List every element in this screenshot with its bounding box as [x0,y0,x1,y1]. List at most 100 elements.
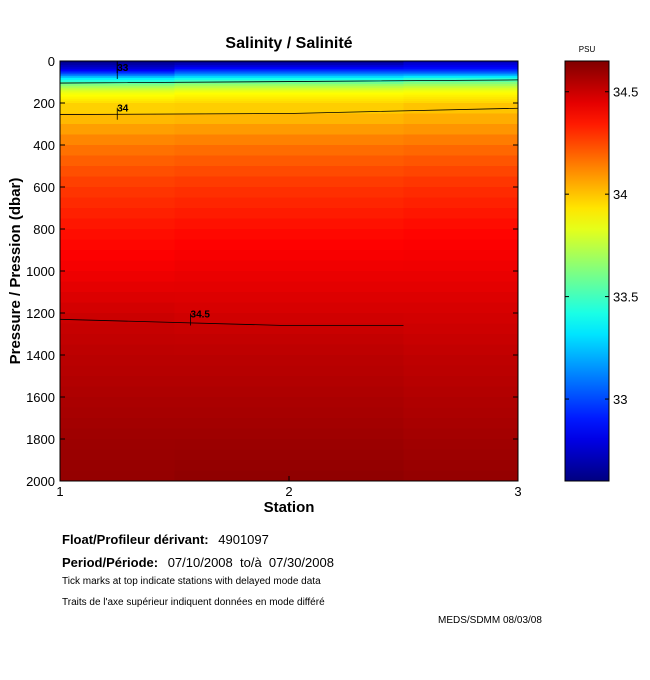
heatmap-cell [60,92,176,96]
heatmap-cell [60,187,176,199]
heatmap-cell [403,250,518,262]
heatmap-cell [60,250,176,262]
heatmap-cell [60,334,176,346]
heatmap-cell [174,90,405,94]
heatmap-cell [174,67,405,70]
heatmap-cell [174,73,405,77]
heatmap-cell [403,397,518,409]
heatmap-cell [403,98,518,102]
heatmap-cell [403,407,518,419]
heatmap-cell [60,98,176,102]
heatmap-cell [403,344,518,356]
heatmap-cell [60,94,176,98]
x-tick-label: 1 [56,484,63,499]
heatmap-cell [403,428,518,440]
heatmap-cell [60,386,176,398]
heatmap-cell [403,67,518,70]
y-tick-label: 1800 [26,432,55,447]
heatmap-cell [174,428,405,440]
heatmap-cell [60,96,176,100]
y-tick-label: 200 [33,96,55,111]
y-tick-label: 1000 [26,264,55,279]
heatmap-cell [403,260,518,272]
heatmap-cell [60,470,176,481]
heatmap-cell [60,124,176,136]
heatmap-cell [174,63,405,66]
y-axis-label: Pressure / Pression (dbar) [7,178,24,365]
float-info: Float/Profileur dérivant: 4901097 [62,532,269,547]
heatmap-cell [60,439,176,451]
heatmap-cell [60,145,176,157]
heatmap-cell [174,103,405,115]
heatmap-cell [174,250,405,262]
heatmap-cell [403,88,518,91]
heatmap-cell [403,229,518,241]
heatmap-cell [403,63,518,66]
colorbar-tick-label: 33.5 [613,290,638,305]
heatmap-cell [174,323,405,335]
heatmap-cell [403,460,518,472]
heatmap-cell [60,77,176,81]
x-axis-label: Station [264,499,315,516]
heatmap-cell [174,407,405,419]
heatmap-cell [60,355,176,367]
heatmap-cell [403,100,518,104]
heatmap-cell [174,292,405,304]
heatmap-cell [60,407,176,419]
period-value: 07/10/2008 to/à 07/30/2008 [167,555,334,570]
credit-line: MEDS/SDMM 08/03/08 [438,615,542,626]
heatmap-cell [60,208,176,220]
heatmap-cell [60,90,176,94]
colorbar-unit: PSU [579,45,596,54]
y-tick-label: 1600 [26,390,55,405]
colorbar-tick-label: 34 [613,187,627,202]
heatmap-cell [60,428,176,440]
heatmap-cell [174,113,405,125]
heatmap-cell [174,386,405,398]
heatmap-cell [174,281,405,293]
heatmap-cell [403,155,518,167]
heatmap-cell [174,470,405,481]
heatmap-cell [174,218,405,230]
heatmap-cell [60,218,176,230]
heatmap-cell [403,75,518,79]
heatmap-cell [60,82,176,85]
heatmap-cell [60,88,176,91]
heatmap-cell [403,73,518,77]
heatmap-cell [174,365,405,377]
x-tick-label: 2 [285,484,292,499]
heatmap-cell [403,292,518,304]
heatmap-cell [174,176,405,188]
heatmap-cell [403,166,518,178]
heatmap-cell [403,365,518,377]
heatmap-cell [403,313,518,325]
y-tick-label: 0 [48,54,55,69]
heatmap-cell [60,460,176,472]
contour-label: 34.5 [191,310,211,321]
heatmap-cell [174,65,405,68]
heatmap-cell [403,69,518,73]
heatmap-cell [174,208,405,220]
heatmap-cell [174,77,405,81]
heatmap-cell [174,355,405,367]
heatmap-cell [403,90,518,94]
x-tick-label: 3 [514,484,521,499]
y-axis: 0 200 400 600 800 1000 1200 1400 1600 1800 2000 [26,54,518,489]
heatmap-cell [60,271,176,283]
heatmap-cell [60,449,176,461]
heatmap-cell [174,449,405,461]
heatmap-cell [174,75,405,79]
heatmap-cell [174,166,405,178]
heatmap-cell [403,218,518,230]
heatmap-cell [403,271,518,283]
heatmap-cell [60,418,176,430]
heatmap-cell [403,376,518,388]
float-label: Float/Profileur dérivant: [62,532,209,547]
heatmap-cell [403,65,518,68]
heatmap-cell [174,86,405,89]
note-french: Traits de l'axe supérieur indiquent donn… [62,597,325,608]
colorbar-ticks: 33 33.5 34 34.5 [565,85,638,407]
heatmap-cell [403,197,518,209]
heatmap-cell [60,86,176,89]
heatmap-cell [60,176,176,188]
